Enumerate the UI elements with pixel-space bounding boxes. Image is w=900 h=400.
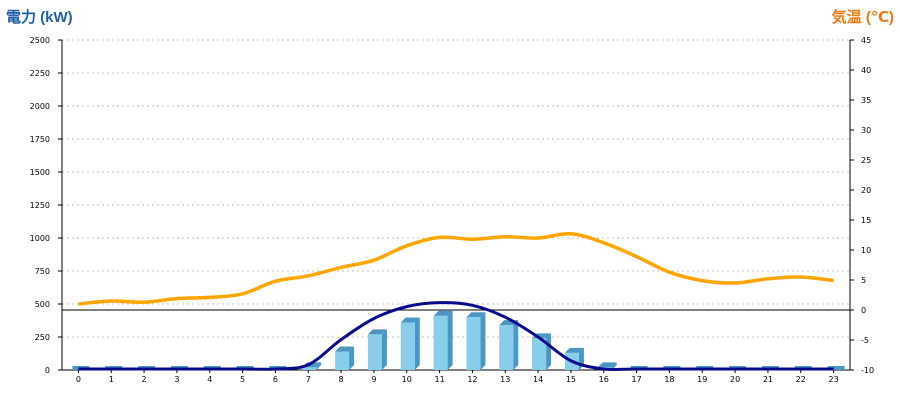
bar (302, 367, 317, 370)
left-tick-label: 1750 (30, 135, 50, 144)
x-tick-label: 0 (76, 375, 81, 384)
bar-top (367, 329, 387, 335)
bar-top (400, 317, 420, 323)
x-tick-label: 23 (828, 375, 838, 384)
right-tick-label: 35 (861, 96, 871, 105)
left-tick-label: 500 (35, 300, 50, 309)
tick-labels: 02505007501000125015001750200022502500-1… (30, 36, 874, 384)
power-curve-line (78, 301, 834, 372)
left-tick-label: 1250 (30, 201, 50, 210)
bar (499, 325, 514, 370)
right-axis-title: 気温 (℃) (832, 8, 894, 26)
bar-side (381, 329, 387, 370)
bar (466, 317, 481, 370)
right-tick-label: -10 (861, 366, 874, 375)
power-bars (72, 310, 845, 370)
x-tick-label: 1 (109, 375, 114, 384)
bar (335, 351, 350, 370)
bar-side (349, 346, 355, 370)
x-tick-label: 21 (763, 375, 773, 384)
bar-side (447, 310, 453, 370)
bar-side (414, 317, 420, 370)
x-tick-label: 4 (207, 375, 212, 384)
temperature-line (78, 231, 834, 306)
x-tick-label: 14 (533, 375, 543, 384)
x-tick-label: 22 (796, 375, 806, 384)
bar-side (513, 320, 519, 370)
left-tick-label: 750 (35, 267, 50, 276)
right-tick-label: 0 (861, 306, 866, 315)
bar-top (466, 312, 486, 318)
left-tick-label: 2250 (30, 69, 50, 78)
x-tick-label: 6 (273, 375, 278, 384)
right-tick-label: 25 (861, 156, 871, 165)
bar-side (546, 333, 552, 370)
left-tick-label: 0 (45, 366, 50, 375)
series-lines (78, 231, 834, 372)
axes (58, 39, 854, 373)
grid-lines (62, 39, 850, 338)
right-tick-label: 20 (861, 186, 871, 195)
x-tick-label: 16 (599, 375, 609, 384)
x-tick-label: 8 (339, 375, 344, 384)
right-tick-label: 15 (861, 216, 871, 225)
right-tick-label: 5 (861, 276, 866, 285)
left-tick-label: 2000 (30, 102, 50, 111)
x-tick-label: 11 (434, 375, 444, 384)
x-tick-label: 19 (697, 375, 707, 384)
bar (400, 322, 415, 370)
bar-top (564, 347, 584, 353)
bar-top (433, 310, 453, 316)
x-tick-label: 17 (631, 375, 641, 384)
bar (532, 338, 547, 370)
x-tick-label: 12 (467, 375, 477, 384)
x-tick-label: 5 (240, 375, 245, 384)
bar-side (316, 362, 322, 370)
x-tick-label: 20 (730, 375, 740, 384)
x-tick-label: 3 (174, 375, 179, 384)
right-tick-label: 40 (861, 66, 871, 75)
bar-top (335, 346, 355, 352)
bar (367, 334, 382, 370)
x-tick-label: 9 (371, 375, 376, 384)
right-tick-label: -5 (861, 336, 869, 345)
x-tick-label: 2 (142, 375, 147, 384)
x-tick-label: 13 (500, 375, 510, 384)
x-tick-label: 18 (664, 375, 674, 384)
right-tick-label: 45 (861, 36, 871, 45)
bar-top (597, 362, 617, 368)
left-tick-label: 2500 (30, 36, 50, 45)
x-tick-label: 10 (402, 375, 412, 384)
left-tick-label: 1500 (30, 168, 50, 177)
right-tick-label: 30 (861, 126, 871, 135)
bar-side (480, 312, 486, 370)
x-tick-label: 15 (566, 375, 576, 384)
bar (433, 315, 448, 370)
bar-flat (827, 366, 845, 370)
left-tick-label: 1000 (30, 234, 50, 243)
left-axis-title: 電力 (kW) (6, 8, 73, 26)
right-tick-label: 10 (861, 246, 871, 255)
left-tick-label: 250 (35, 333, 50, 342)
x-tick-label: 7 (306, 375, 311, 384)
